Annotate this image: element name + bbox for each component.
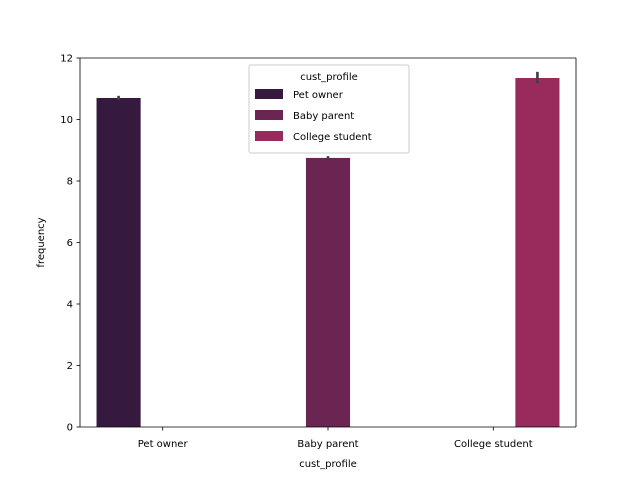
- y-axis-label: frequency: [36, 217, 47, 267]
- y-tick-label: 12: [60, 54, 73, 65]
- x-tick-label: Pet owner: [138, 439, 189, 450]
- legend-swatch: [255, 89, 283, 99]
- errorbars-layer: [117, 71, 539, 160]
- x-tick-label: College student: [454, 439, 533, 450]
- y-tick-label: 6: [67, 238, 73, 249]
- legend-entry-label: Pet owner: [293, 90, 344, 101]
- legend-swatch: [255, 131, 283, 141]
- legend-title: cust_profile: [300, 72, 358, 83]
- bars-layer: [96, 77, 560, 428]
- bar-pet-owner: [96, 97, 141, 427]
- legend-box: [248, 64, 410, 154]
- bar-baby-parent: [305, 157, 351, 427]
- legend-entries: Pet owner Baby parent College student: [255, 89, 372, 143]
- bar-college-student: [515, 77, 560, 428]
- y-tick-label: 4: [67, 300, 73, 311]
- x-axis-label: cust_profile: [299, 459, 357, 470]
- y-tick-label: 2: [67, 361, 73, 372]
- legend-entry-label: Baby parent: [293, 111, 354, 122]
- y-tick-label: 8: [67, 177, 73, 188]
- legend: cust_profile Pet owner Baby parent College…: [248, 64, 410, 154]
- legend-swatch: [255, 110, 283, 120]
- axes-layer: 0 2 4 6 8 10 12 Pet owner Baby parent College stu…: [60, 54, 577, 450]
- y-tick-label: 10: [60, 115, 73, 126]
- x-tick-label: Baby parent: [297, 439, 358, 450]
- y-tick-label: 0: [67, 423, 73, 434]
- legend-entry-label: College student: [293, 132, 372, 143]
